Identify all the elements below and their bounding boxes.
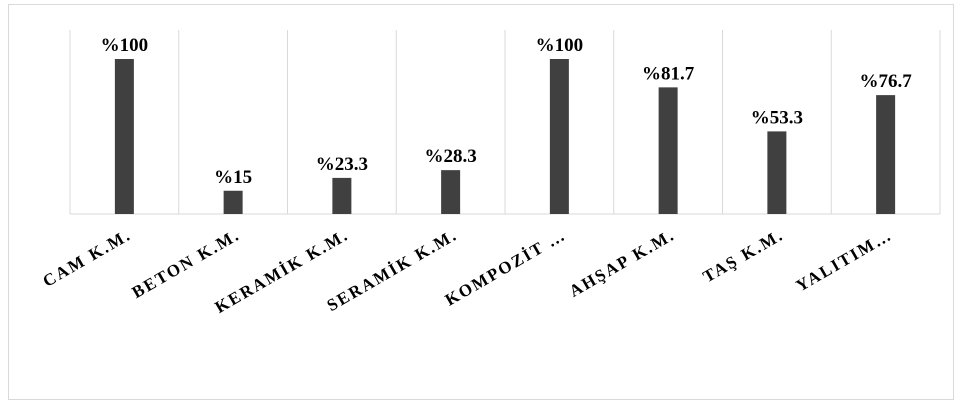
- data-label-7: %76.7: [860, 71, 913, 92]
- bar-3: [441, 170, 461, 214]
- bar-5: [658, 87, 678, 214]
- chart-frame: [8, 4, 954, 400]
- x-tick-label-6: TAŞ K.M.: [700, 225, 787, 286]
- data-label-6: %53.3: [751, 107, 803, 128]
- data-label-4: %100: [536, 35, 584, 56]
- data-label-5: %81.7: [642, 63, 695, 84]
- bar-7: [876, 95, 896, 214]
- x-tick-label-0: CAM K.M.: [39, 225, 134, 291]
- value-labels: %100 %15 %23.3 %28.3 %100 %81.7 %53.3 %76.7: [101, 35, 913, 188]
- data-label-2: %23.3: [316, 154, 368, 175]
- bar-0: [114, 59, 134, 214]
- x-tick-labels: CAM K.M.BETON K.M.KERAMİK K.M.SERAMİK K.…: [39, 225, 895, 317]
- x-tick-label-1: BETON K.M.: [129, 225, 243, 302]
- bar-2: [332, 177, 352, 214]
- bar-6: [767, 131, 787, 214]
- data-label-1: %15: [214, 167, 252, 188]
- data-label-0: %100: [101, 35, 149, 56]
- x-tick-label-5: AHŞAP K.M.: [566, 225, 678, 301]
- x-tick-label-7: YALITIM…: [793, 225, 896, 295]
- data-label-3: %28.3: [425, 146, 477, 167]
- bar-4: [549, 59, 569, 214]
- x-tick-label-4: KOMPOZİT …: [442, 225, 570, 310]
- grid-lines: [69, 30, 941, 215]
- bars: [114, 59, 896, 214]
- bar-1: [223, 190, 243, 214]
